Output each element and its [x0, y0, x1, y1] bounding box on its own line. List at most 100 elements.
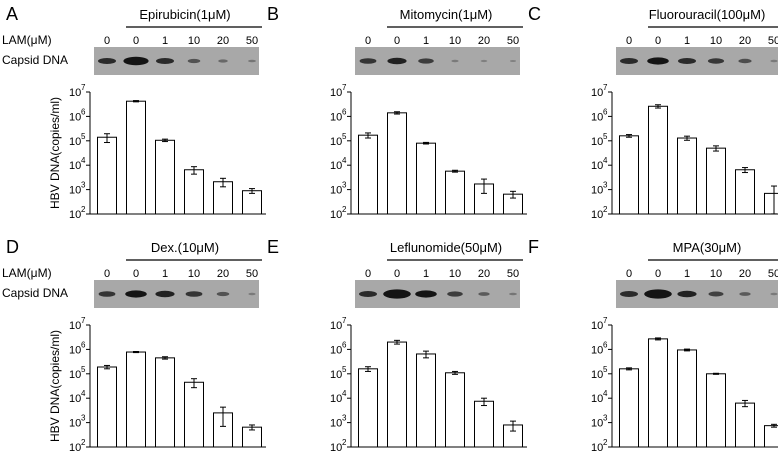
lam-dose-label: 10 [188, 35, 200, 47]
lam-dose-label: 10 [188, 268, 200, 280]
lam-dose-label: 1 [423, 268, 429, 280]
blot-band [451, 59, 459, 63]
blot-band [620, 58, 638, 64]
lam-dose-label: 0 [365, 35, 371, 47]
y-tick-exponent: 6 [603, 340, 608, 349]
lam-dose-label: 1 [684, 268, 690, 280]
bar [677, 349, 697, 448]
bar [97, 136, 117, 215]
blot-band [359, 58, 377, 64]
lam-dose-label: 0 [626, 35, 632, 47]
y-tick-exponent: 5 [342, 132, 347, 141]
lam-dose-label: 0 [365, 268, 371, 280]
y-tick-label: 10 [69, 418, 81, 430]
y-tick-exponent: 6 [342, 340, 347, 349]
y-tick-exponent: 3 [342, 414, 347, 423]
lam-dose-label: 50 [507, 35, 519, 47]
y-tick-exponent: 4 [81, 389, 86, 398]
y-tick-exponent: 7 [603, 316, 608, 325]
y-tick-exponent: 3 [342, 181, 347, 190]
y-tick-label: 10 [330, 209, 342, 221]
lam-dose-label: 20 [739, 268, 751, 280]
bar [648, 338, 668, 448]
bar [358, 134, 378, 215]
y-tick-exponent: 2 [342, 205, 347, 214]
y-tick-exponent: 4 [342, 389, 347, 398]
blot-band [415, 290, 437, 298]
blot-band [620, 291, 638, 297]
bar [764, 425, 778, 448]
y-tick-exponent: 3 [81, 414, 86, 423]
y-tick-label: 10 [330, 111, 342, 123]
lam-label: LAM(μM) [2, 266, 52, 280]
lam-dose-label: 1 [162, 35, 168, 47]
lam-dose-label: 1 [423, 35, 429, 47]
lam-label: LAM(μM) [2, 33, 52, 47]
panel-letter: A [6, 4, 18, 24]
bar [358, 368, 378, 448]
lam-dose-label: 0 [104, 35, 110, 47]
y-tick-exponent: 2 [81, 205, 86, 214]
y-tick-label: 10 [69, 185, 81, 197]
y-tick-exponent: 4 [603, 389, 608, 398]
y-tick-exponent: 3 [603, 181, 608, 190]
y-tick-label: 10 [330, 369, 342, 381]
blot-band [478, 292, 490, 296]
blot-band [480, 59, 488, 63]
lam-dose-label: 20 [217, 35, 229, 47]
treatment-title: Leflunomide(50μM) [390, 240, 502, 255]
y-tick-label: 10 [69, 160, 81, 172]
blot-band [98, 58, 116, 64]
bar [764, 192, 778, 215]
blot-band [509, 59, 517, 63]
lam-dose-label: 20 [217, 268, 229, 280]
bar [155, 357, 175, 448]
y-tick-label: 10 [591, 136, 603, 148]
blot-band [185, 291, 203, 297]
y-tick-label: 10 [591, 320, 603, 332]
bar [706, 373, 726, 448]
bar [474, 400, 494, 448]
lam-dose-label: 0 [133, 268, 139, 280]
panel-A: A Epirubicin(1μM) LAM(μM) Capsid DNA 0 0 1 10 20… [2, 4, 266, 221]
blot-band [738, 58, 752, 64]
blot-band [383, 289, 411, 299]
capsid-blot [94, 47, 259, 75]
y-tick-label: 10 [69, 344, 81, 356]
bar [648, 105, 668, 215]
bar [706, 147, 726, 215]
y-tick-exponent: 7 [81, 83, 86, 92]
bar [677, 137, 697, 215]
y-tick-exponent: 5 [81, 365, 86, 374]
y-tick-label: 10 [69, 320, 81, 332]
lam-dose-label: 20 [478, 268, 490, 280]
y-tick-exponent: 5 [603, 365, 608, 374]
panel-letter: F [528, 237, 539, 257]
y-tick-exponent: 7 [81, 316, 86, 325]
y-tick-exponent: 4 [81, 156, 86, 165]
y-tick-label: 10 [591, 344, 603, 356]
treatment-title: Dex.(10μM) [151, 240, 219, 255]
lam-dose-label: 0 [133, 35, 139, 47]
bar [445, 372, 465, 448]
lam-dose-label: 50 [507, 268, 519, 280]
y-tick-exponent: 7 [342, 83, 347, 92]
lam-dose-label: 0 [394, 35, 400, 47]
y-tick-label: 10 [591, 442, 603, 454]
capsid-blot [616, 47, 778, 75]
lam-dose-label: 10 [449, 35, 461, 47]
bar [184, 169, 204, 215]
blot-band [770, 59, 778, 63]
blot-band [447, 291, 463, 297]
bar [387, 341, 407, 448]
blot-band [248, 59, 256, 63]
capsid-label: Capsid DNA [2, 286, 68, 300]
bar [184, 381, 204, 448]
bar [735, 169, 755, 215]
blot-band [156, 58, 174, 64]
blot-band [677, 290, 697, 298]
lam-dose-label: 20 [739, 35, 751, 47]
y-tick-label: 10 [591, 393, 603, 405]
lam-dose-label: 10 [710, 35, 722, 47]
